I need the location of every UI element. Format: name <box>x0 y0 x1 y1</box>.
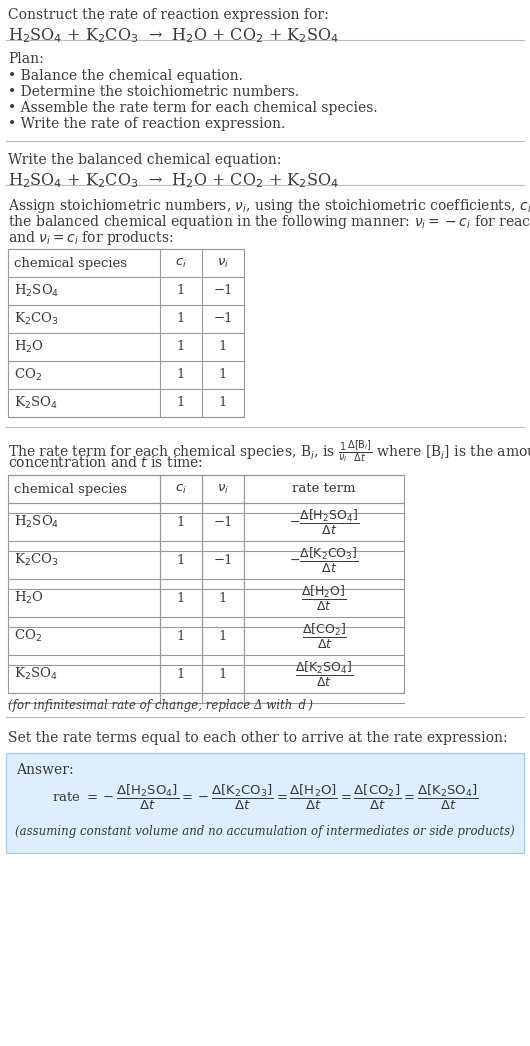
Text: 1: 1 <box>219 396 227 409</box>
Text: • Assemble the rate term for each chemical species.: • Assemble the rate term for each chemic… <box>8 101 377 115</box>
Text: Plan:: Plan: <box>8 52 44 66</box>
Text: 1: 1 <box>177 396 185 409</box>
Text: Set the rate terms equal to each other to arrive at the rate expression:: Set the rate terms equal to each other t… <box>8 731 508 745</box>
Text: K$_2$CO$_3$: K$_2$CO$_3$ <box>14 311 58 327</box>
Text: CO$_2$: CO$_2$ <box>14 628 42 644</box>
Text: H$_2$SO$_4$ + K$_2$CO$_3$  →  H$_2$O + CO$_2$ + K$_2$SO$_4$: H$_2$SO$_4$ + K$_2$CO$_3$ → H$_2$O + CO$… <box>8 26 339 45</box>
Text: −1: −1 <box>213 313 233 325</box>
Text: $\dfrac{\Delta[\mathrm{CO_2}]}{\Delta t}$: $\dfrac{\Delta[\mathrm{CO_2}]}{\Delta t}… <box>302 621 347 651</box>
Text: $\nu_i$: $\nu_i$ <box>217 256 229 270</box>
Text: H$_2$O: H$_2$O <box>14 339 44 355</box>
Text: H$_2$O: H$_2$O <box>14 590 44 606</box>
Text: 1: 1 <box>177 667 185 681</box>
Text: $\dfrac{\Delta[\mathrm{K_2SO_4}]}{\Delta t}$: $\dfrac{\Delta[\mathrm{K_2SO_4}]}{\Delta… <box>295 659 353 688</box>
Text: $\nu_i$: $\nu_i$ <box>217 482 229 496</box>
Text: Answer:: Answer: <box>16 763 74 777</box>
Text: 1: 1 <box>177 285 185 297</box>
Text: the balanced chemical equation in the following manner: $\nu_i = -c_i$ for react: the balanced chemical equation in the fo… <box>8 213 530 231</box>
Text: 1: 1 <box>177 341 185 354</box>
Text: 1: 1 <box>219 630 227 642</box>
Text: K$_2$CO$_3$: K$_2$CO$_3$ <box>14 552 58 568</box>
Text: 1: 1 <box>177 553 185 567</box>
Bar <box>8 475 404 693</box>
Text: rate $= -\dfrac{\Delta[\mathrm{H_2SO_4}]}{\Delta t} = -\dfrac{\Delta[\mathrm{K_2: rate $= -\dfrac{\Delta[\mathrm{H_2SO_4}]… <box>51 782 479 812</box>
Text: concentration and $t$ is time:: concentration and $t$ is time: <box>8 455 203 470</box>
FancyBboxPatch shape <box>6 753 524 852</box>
Text: CO$_2$: CO$_2$ <box>14 367 42 383</box>
Text: $\dfrac{\Delta[\mathrm{H_2O}]}{\Delta t}$: $\dfrac{\Delta[\mathrm{H_2O}]}{\Delta t}… <box>301 584 347 613</box>
Text: −1: −1 <box>213 516 233 528</box>
Text: $c_i$: $c_i$ <box>175 256 187 270</box>
Text: • Write the rate of reaction expression.: • Write the rate of reaction expression. <box>8 117 285 131</box>
Text: • Determine the stoichiometric numbers.: • Determine the stoichiometric numbers. <box>8 85 299 99</box>
Text: (assuming constant volume and no accumulation of intermediates or side products): (assuming constant volume and no accumul… <box>15 824 515 838</box>
Text: 1: 1 <box>177 516 185 528</box>
Text: 1: 1 <box>177 368 185 382</box>
Text: The rate term for each chemical species, B$_i$, is $\frac{1}{\nu_i}\frac{\Delta[: The rate term for each chemical species,… <box>8 439 530 465</box>
Text: $-\dfrac{\Delta[\mathrm{H_2SO_4}]}{\Delta t}$: $-\dfrac{\Delta[\mathrm{H_2SO_4}]}{\Delt… <box>289 507 359 537</box>
Text: (for infinitesimal rate of change, replace Δ with  d ): (for infinitesimal rate of change, repla… <box>8 699 313 712</box>
Text: chemical species: chemical species <box>14 482 127 496</box>
Text: K$_2$SO$_4$: K$_2$SO$_4$ <box>14 395 58 411</box>
Text: K$_2$SO$_4$: K$_2$SO$_4$ <box>14 666 58 682</box>
Text: $-\dfrac{\Delta[\mathrm{K_2CO_3}]}{\Delta t}$: $-\dfrac{\Delta[\mathrm{K_2CO_3}]}{\Delt… <box>289 546 359 574</box>
Text: −1: −1 <box>213 285 233 297</box>
Text: H$_2$SO$_4$: H$_2$SO$_4$ <box>14 514 59 530</box>
Text: 1: 1 <box>219 591 227 605</box>
Text: 1: 1 <box>219 667 227 681</box>
Text: Construct the rate of reaction expression for:: Construct the rate of reaction expressio… <box>8 8 329 22</box>
Text: rate term: rate term <box>292 482 356 496</box>
Bar <box>8 249 244 417</box>
Text: 1: 1 <box>219 341 227 354</box>
Text: $c_i$: $c_i$ <box>175 482 187 496</box>
Text: 1: 1 <box>177 591 185 605</box>
Text: 1: 1 <box>177 630 185 642</box>
Text: H$_2$SO$_4$ + K$_2$CO$_3$  →  H$_2$O + CO$_2$ + K$_2$SO$_4$: H$_2$SO$_4$ + K$_2$CO$_3$ → H$_2$O + CO$… <box>8 170 339 189</box>
Text: chemical species: chemical species <box>14 256 127 270</box>
Text: −1: −1 <box>213 553 233 567</box>
Text: H$_2$SO$_4$: H$_2$SO$_4$ <box>14 283 59 299</box>
Text: • Balance the chemical equation.: • Balance the chemical equation. <box>8 69 243 83</box>
Text: Write the balanced chemical equation:: Write the balanced chemical equation: <box>8 153 281 167</box>
Text: 1: 1 <box>177 313 185 325</box>
Text: 1: 1 <box>219 368 227 382</box>
Text: and $\nu_i = c_i$ for products:: and $\nu_i = c_i$ for products: <box>8 229 173 247</box>
Text: Assign stoichiometric numbers, $\nu_i$, using the stoichiometric coefficients, $: Assign stoichiometric numbers, $\nu_i$, … <box>8 197 530 215</box>
